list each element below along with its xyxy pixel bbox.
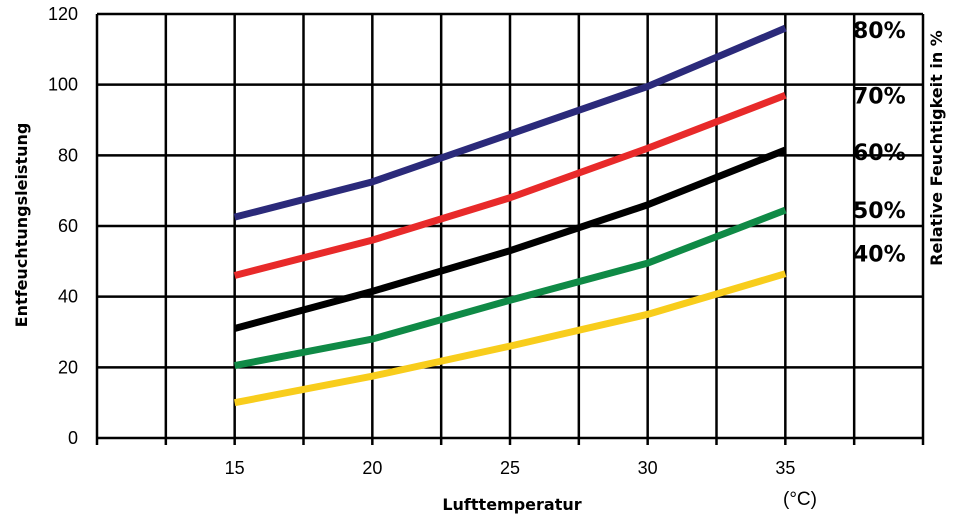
x-tick-label: 15 [225, 458, 245, 478]
y-tick-label: 120 [48, 4, 78, 24]
y-tick-label: 100 [48, 75, 78, 95]
series-label-40pct: 40% [853, 243, 906, 268]
series-lines [233, 24, 787, 407]
y-tick-label: 80 [58, 145, 78, 165]
series-labels: 80% 70% 60% 50% 40% [853, 19, 906, 268]
series-line-60pct [233, 146, 787, 332]
x-tick-label: 20 [362, 458, 382, 478]
series-line-50pct [234, 206, 787, 370]
series-label-70pct: 70% [853, 84, 906, 109]
x-tick-label: 30 [638, 458, 658, 478]
y-tick-label: 20 [58, 357, 78, 377]
x-axis-unit: (°C) [783, 489, 817, 510]
series-line-70pct [233, 92, 787, 279]
right-axis-title: Relative Feuchtigkeit in % [927, 30, 946, 266]
series-line-80pct [233, 24, 787, 221]
grid [95, 12, 925, 445]
y-axis-title: Entfeuchtungsleistung [12, 123, 31, 328]
y-tick-label: 60 [58, 216, 78, 236]
x-axis-title: Lufttemperatur [442, 495, 581, 514]
x-tick-label: 35 [775, 458, 795, 478]
y-tick-label: 40 [58, 287, 78, 307]
series-line-40pct [234, 270, 787, 407]
y-tick-label: 0 [68, 428, 78, 448]
tick-labels: 15 20 25 30 35 0 20 40 60 80 100 120 [48, 4, 795, 478]
series-label-80pct: 80% [853, 19, 906, 44]
series-label-50pct: 50% [853, 199, 906, 224]
x-tick-label: 25 [500, 458, 520, 478]
series-label-60pct: 60% [853, 141, 906, 166]
